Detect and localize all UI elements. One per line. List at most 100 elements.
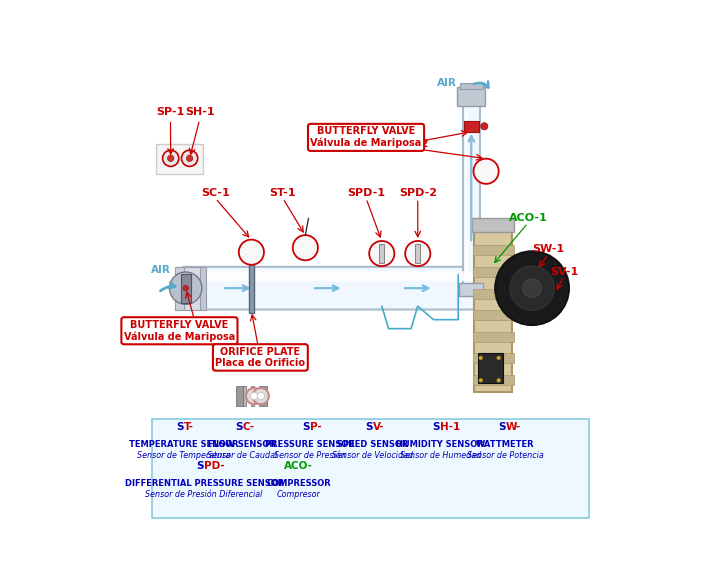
Circle shape xyxy=(405,241,430,266)
Bar xyxy=(458,87,485,106)
Text: SPEED SENSOR: SPEED SENSOR xyxy=(337,440,408,449)
Text: AIR: AIR xyxy=(437,78,457,88)
Bar xyxy=(459,283,484,296)
Text: SPD-2: SPD-2 xyxy=(399,188,437,198)
Text: COMPRESSOR: COMPRESSOR xyxy=(266,479,331,488)
Text: SW-1: SW-1 xyxy=(532,245,564,255)
Bar xyxy=(181,274,191,303)
Text: S: S xyxy=(365,422,373,432)
Bar xyxy=(471,218,515,232)
Text: DIFFERENTIAL PRESSURE SENSOR: DIFFERENTIAL PRESSURE SENSOR xyxy=(124,479,284,488)
Circle shape xyxy=(497,378,500,382)
Bar xyxy=(473,267,513,277)
Circle shape xyxy=(163,150,179,166)
Circle shape xyxy=(293,235,318,260)
Text: Sensor de Presión: Sensor de Presión xyxy=(274,451,346,460)
Circle shape xyxy=(481,123,488,130)
Circle shape xyxy=(183,286,189,291)
Text: SV-1: SV-1 xyxy=(549,267,578,277)
Circle shape xyxy=(474,159,499,184)
Bar xyxy=(252,386,254,406)
Bar xyxy=(379,244,385,263)
Bar xyxy=(473,375,513,385)
Circle shape xyxy=(181,150,197,166)
Circle shape xyxy=(497,356,500,360)
Bar xyxy=(473,288,513,298)
Text: ACO-: ACO- xyxy=(284,461,313,471)
Text: W-: W- xyxy=(505,422,521,432)
Bar xyxy=(200,267,205,310)
Text: S: S xyxy=(498,422,505,432)
Text: WATTMETER: WATTMETER xyxy=(476,440,535,449)
Text: BUTTERFLY VALVE
Válvula de Mariposa: BUTTERFLY VALVE Válvula de Mariposa xyxy=(310,126,422,148)
Bar xyxy=(249,263,254,312)
Text: Sensor de Caudal: Sensor de Caudal xyxy=(208,451,278,460)
Bar xyxy=(243,386,246,406)
Circle shape xyxy=(479,378,482,382)
Circle shape xyxy=(253,388,269,404)
FancyBboxPatch shape xyxy=(187,272,502,281)
Text: Sensor de Velocidad: Sensor de Velocidad xyxy=(333,451,414,460)
Circle shape xyxy=(239,239,264,265)
Text: ST-2: ST-2 xyxy=(402,139,429,149)
Text: TEMPERATURE SENSOR: TEMPERATURE SENSOR xyxy=(129,440,239,449)
Bar xyxy=(473,332,513,342)
Text: SPD-1: SPD-1 xyxy=(347,188,385,198)
Bar xyxy=(479,353,503,383)
Text: Sensor de Humedad: Sensor de Humedad xyxy=(400,451,481,460)
Text: S: S xyxy=(433,422,440,432)
Text: T-: T- xyxy=(184,422,194,432)
Text: P-: P- xyxy=(310,422,322,432)
Text: SC-1: SC-1 xyxy=(201,188,230,198)
Text: PD-: PD- xyxy=(204,461,225,471)
Text: C-: C- xyxy=(242,422,254,432)
Circle shape xyxy=(510,266,555,310)
Bar xyxy=(175,267,185,310)
Text: SP-1: SP-1 xyxy=(156,107,184,117)
FancyBboxPatch shape xyxy=(153,419,589,517)
Text: H-1: H-1 xyxy=(440,422,461,432)
Bar xyxy=(473,310,513,320)
Text: ST-1: ST-1 xyxy=(270,188,296,198)
Text: FLOW SENSOR: FLOW SENSOR xyxy=(208,440,276,449)
Bar xyxy=(473,353,513,363)
Bar xyxy=(464,113,468,279)
Text: S: S xyxy=(235,422,242,432)
Bar xyxy=(460,83,482,89)
Circle shape xyxy=(168,155,174,161)
Circle shape xyxy=(187,155,193,161)
Text: AIR: AIR xyxy=(150,265,171,274)
Text: ACO-1: ACO-1 xyxy=(508,213,547,223)
Circle shape xyxy=(495,251,569,325)
Circle shape xyxy=(523,279,542,297)
Text: ORIFICE PLATE
Placa de Orificio: ORIFICE PLATE Placa de Orificio xyxy=(215,347,305,369)
Bar xyxy=(463,121,479,131)
Text: Sensor de Temperatura: Sensor de Temperatura xyxy=(137,451,231,460)
Text: PRESSURE SENSOR: PRESSURE SENSOR xyxy=(265,440,355,449)
Text: BUTTERFLY VALVE
Válvula de Mariposa: BUTTERFLY VALVE Válvula de Mariposa xyxy=(124,319,235,342)
Text: V-: V- xyxy=(373,422,385,432)
Text: S: S xyxy=(302,422,310,432)
Circle shape xyxy=(246,388,262,404)
Text: Sensor de Potencia: Sensor de Potencia xyxy=(467,451,544,460)
Text: S: S xyxy=(197,461,204,471)
Bar xyxy=(155,144,203,173)
Circle shape xyxy=(369,241,394,266)
Bar xyxy=(259,386,267,406)
FancyBboxPatch shape xyxy=(181,267,508,310)
Circle shape xyxy=(250,392,257,399)
Circle shape xyxy=(257,392,265,399)
Bar xyxy=(236,386,244,406)
Text: S: S xyxy=(176,422,184,432)
Bar xyxy=(463,95,480,288)
Bar xyxy=(184,267,201,310)
Text: Compresor: Compresor xyxy=(277,490,320,499)
Bar xyxy=(474,221,512,392)
Text: HUMIDITY SENSOR: HUMIDITY SENSOR xyxy=(396,440,484,449)
Circle shape xyxy=(169,272,202,304)
Bar xyxy=(415,244,421,263)
Bar xyxy=(473,245,513,255)
Text: SH-1: SH-1 xyxy=(185,107,215,117)
Text: Sensor de Presión Diferencial: Sensor de Presión Diferencial xyxy=(145,490,263,499)
Circle shape xyxy=(479,356,482,360)
